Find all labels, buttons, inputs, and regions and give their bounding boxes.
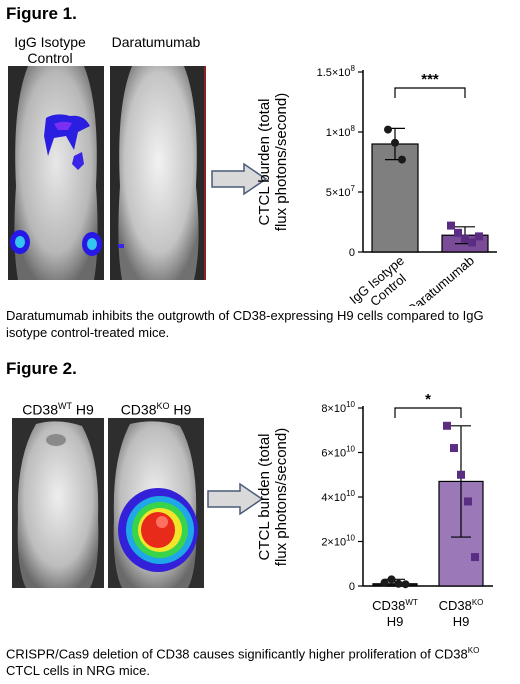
chart2-x-tick-label-line2: H9: [453, 614, 470, 629]
chart2-y-tick-label: 4×1010: [321, 489, 355, 504]
chart2-y-tick-label: 6×1010: [321, 445, 355, 460]
chart1-y-axis-label: flux photons/second): [273, 93, 290, 231]
chart1-data-point: [398, 155, 406, 164]
chart1-x-tick-label: IgG IsotypeControl: [346, 253, 416, 306]
fig2-caption: CRISPR/Cas9 deletion of CD38 causes sign…: [6, 646, 480, 679]
fig1-mouse-image-control: [8, 66, 104, 280]
chart2-x-tick-label: CD38KO: [439, 598, 484, 613]
chart1-significance-bracket: [394, 87, 466, 98]
fig2-mouse-label-wt: CD38WT H9: [22, 401, 94, 418]
chart1-data-point: [468, 238, 476, 247]
figure1-title: Figure 1.: [6, 4, 77, 23]
fig2-chart: CTCL burden (total flux photons/second) 0 2…: [256, 391, 493, 629]
figure2-title: Figure 2.: [6, 359, 77, 378]
chart1-data-point: [447, 221, 455, 230]
chart1-data-point: [454, 228, 462, 237]
chart2-data-point: [450, 444, 458, 453]
chart2-y-tick-label: 0: [349, 581, 355, 593]
chart1-data-point: [475, 232, 483, 241]
fig1-caption: Daratumumab inhibits the outgrowth of CD…: [6, 308, 484, 340]
chart2-data-point: [394, 579, 403, 588]
chart2-data-point: [401, 580, 410, 589]
chart1-y-tick-label: 0: [349, 247, 355, 259]
chart1-y-tick-label: 1.5×108: [317, 64, 356, 79]
chart2-data-point: [457, 470, 465, 479]
chart2-y-tick-label: 2×1010: [321, 534, 355, 549]
chart2-data-point: [471, 553, 479, 562]
chart2-data-point: [380, 578, 389, 587]
fig1-arrow-icon: [211, 162, 268, 196]
chart1-y-axis-label: CTCL burden (total: [256, 98, 273, 225]
chart2-data-point: [387, 575, 396, 584]
chart2-y-axis-label: flux photons/second): [273, 428, 290, 566]
chart1-y-tick-label: 5×107: [326, 184, 356, 199]
chart1-x-tick-label: Daratumumab: [404, 253, 477, 306]
fig1-mouse-image-dara: [110, 66, 206, 280]
chart1-data-point: [384, 125, 392, 134]
fig2-mouse-image-ko: [108, 418, 204, 588]
chart2-x-tick-label-line2: H9: [387, 614, 404, 629]
chart2-data-point: [464, 497, 472, 506]
chart1-y-tick-label: 1×108: [326, 124, 356, 139]
chart2-x-tick-label: CD38WT: [372, 598, 418, 613]
fig1-mouse-label-control: IgG Isotype Control: [14, 34, 86, 66]
chart1-significance-label: ***: [421, 71, 439, 88]
chart1-data-point: [461, 234, 469, 243]
chart2-y-axis-label: CTCL burden (total: [256, 433, 273, 560]
chart1-data-point: [391, 138, 399, 147]
fig2-mouse-image-wt: [12, 418, 104, 588]
chart2-significance-bracket: [394, 407, 462, 418]
chart2-data-point: [443, 421, 451, 430]
chart2-significance-label: *: [425, 391, 431, 408]
fig2-arrow-icon: [207, 482, 264, 516]
chart2-y-tick-label: 8×1010: [321, 400, 355, 415]
fig1-chart: CTCL burden (total flux photons/second) 0 5…: [256, 64, 497, 306]
fig1-mouse-label-dara: Daratumumab: [111, 34, 201, 50]
fig2-mouse-label-ko: CD38KO H9: [120, 401, 192, 418]
